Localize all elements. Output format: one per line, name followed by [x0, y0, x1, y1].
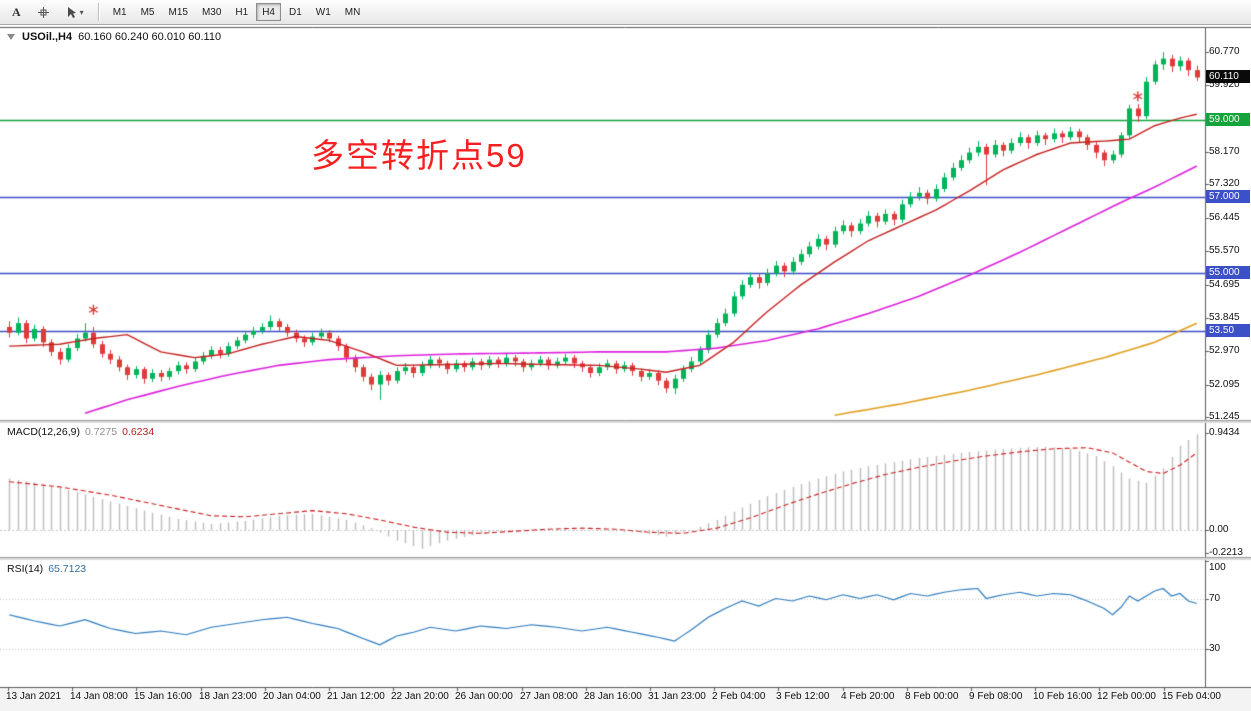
- hline-price-badge: 53.50: [1206, 324, 1250, 337]
- symbol-period-label: USOil.,H4: [22, 31, 73, 43]
- time-axis-label: 22 Jan 20:00: [391, 691, 449, 702]
- time-axis-label: 26 Jan 00:00: [455, 691, 513, 702]
- time-axis-label: 8 Feb 00:00: [905, 691, 959, 702]
- time-axis-label: 31 Jan 23:00: [648, 691, 706, 702]
- time-axis-label: 3 Feb 12:00: [776, 691, 830, 702]
- current-price-badge: 60.110: [1206, 70, 1250, 83]
- timeframe-button-H4[interactable]: H4: [256, 3, 281, 21]
- text-label-tool-button[interactable]: A: [5, 2, 28, 22]
- chevron-down-icon: ▾: [79, 7, 84, 17]
- rsi-axis-label: 70: [1209, 593, 1221, 604]
- time-axis-label: 18 Jan 23:00: [199, 691, 257, 702]
- timeframe-button-M30[interactable]: M30: [196, 3, 227, 21]
- time-axis[interactable]: 13 Jan 2021 14 Jan 08:00 15 Jan 16:00 18 Ja…: [0, 688, 1221, 710]
- macd-signal-value: 0.6234: [122, 426, 155, 438]
- price-axis-label: 55.570: [1209, 245, 1240, 256]
- time-axis-label: 21 Jan 12:00: [327, 691, 385, 702]
- chart-header: USOil.,H4 60.160 60.240 60.010 60.110: [7, 31, 221, 43]
- price-axis-label: 52.970: [1209, 345, 1240, 356]
- rsi-indicator-label: RSI(14) 65.7123: [7, 563, 87, 575]
- timeframe-button-M1[interactable]: M1: [107, 3, 133, 21]
- timeframe-button-W1[interactable]: W1: [310, 3, 337, 21]
- time-axis-label: 28 Jan 16:00: [584, 691, 642, 702]
- price-axis-label: 60.770: [1209, 46, 1240, 57]
- price-axis-label: 56.445: [1209, 212, 1240, 223]
- time-axis-label: 2 Feb 04:00: [712, 691, 766, 702]
- crosshair-tool-button[interactable]: [30, 2, 57, 22]
- price-axis-label: 57.320: [1209, 178, 1240, 189]
- time-axis-label: 15 Feb 04:00: [1162, 691, 1221, 702]
- ohlc-values-label: 60.160 60.240 60.010 60.110: [78, 31, 222, 43]
- time-axis-label: 13 Jan 2021: [6, 691, 62, 702]
- crosshair-icon: [37, 6, 50, 19]
- timeframe-button-group: M1 M5 M15 M30 H1 H4 D1 W1 MN: [106, 3, 368, 21]
- toolbar: A ▾ M1 M5 M15 M30 H1 H4 D1 W1 MN: [0, 0, 1251, 25]
- time-axis-label: 9 Feb 08:00: [969, 691, 1023, 702]
- price-axis-label: 52.095: [1209, 379, 1240, 390]
- macd-axis-label: 0.9434: [1209, 427, 1240, 438]
- cursor-tool-dropdown-button[interactable]: ▾: [59, 2, 91, 22]
- price-axis-label: 53.845: [1209, 312, 1240, 323]
- macd-axis-label: -0.2213: [1209, 547, 1243, 558]
- hline-price-badge: 55.000: [1206, 266, 1250, 279]
- price-axis-label: 58.170: [1209, 146, 1240, 157]
- time-axis-label: 27 Jan 08:00: [520, 691, 578, 702]
- toolbar-separator: [97, 3, 100, 21]
- macd-axis-label: 0.00: [1209, 524, 1229, 535]
- time-axis-label: 14 Jan 08:00: [70, 691, 128, 702]
- hline-price-badge: 57.000: [1206, 190, 1250, 203]
- rsi-axis-label: 30: [1209, 643, 1221, 654]
- macd-main-value: 0.7275: [84, 426, 118, 438]
- macd-indicator-label: MACD(12,26,9) 0.7275 0.6234: [7, 426, 155, 438]
- timeframe-button-M5[interactable]: M5: [135, 3, 161, 21]
- pane-separator-macd[interactable]: [0, 419, 1251, 424]
- cursor-arrow-icon: [66, 6, 78, 19]
- price-axis-label: 51.245: [1209, 411, 1240, 422]
- price-axis-label: 59.920: [1209, 79, 1240, 90]
- pane-separator-rsi[interactable]: [0, 556, 1251, 561]
- rsi-axis-label: 100: [1209, 562, 1226, 573]
- rsi-value: 65.7123: [48, 563, 87, 575]
- time-axis-label: 12 Feb 00:00: [1097, 691, 1156, 702]
- time-axis-label: 4 Feb 20:00: [841, 691, 895, 702]
- chart-annotation-text[interactable]: 多空转折点59: [311, 137, 527, 174]
- timeframe-button-MN[interactable]: MN: [339, 3, 367, 21]
- time-axis-label: 10 Feb 16:00: [1033, 691, 1092, 702]
- time-axis-label: 20 Jan 04:00: [263, 691, 321, 702]
- timeframe-button-D1[interactable]: D1: [283, 3, 308, 21]
- one-click-trading-expand-button[interactable]: [7, 34, 15, 40]
- timeframe-button-M15[interactable]: M15: [163, 3, 194, 21]
- timeframe-button-H1[interactable]: H1: [229, 3, 254, 21]
- time-axis-label: 15 Jan 16:00: [134, 691, 192, 702]
- price-axis-label: 54.695: [1209, 279, 1240, 290]
- hline-price-badge: 59.000: [1206, 113, 1250, 126]
